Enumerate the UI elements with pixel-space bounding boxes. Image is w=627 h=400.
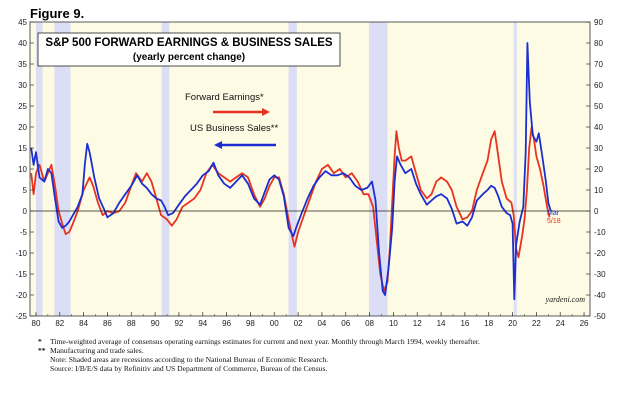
y-right-tick-label: -40 [594, 291, 606, 300]
recession-band [513, 22, 517, 316]
x-tick-label: 04 [317, 319, 326, 328]
x-tick-label: 18 [484, 319, 493, 328]
y-left-tick-label: 0 [23, 207, 28, 216]
annotation-5-18: 5/18 [547, 218, 561, 225]
recession-band [161, 22, 170, 316]
chart: 454035302520151050-5-10-15-20-2590807060… [15, 18, 606, 328]
footnote-2: ** Manufacturing and trade sales. [38, 346, 618, 355]
x-tick-label: 14 [437, 319, 446, 328]
footnote-marker [38, 355, 50, 364]
chart-subtitle: (yearly percent change) [133, 52, 245, 63]
axes: 454035302520151050-5-10-15-20-2590807060… [15, 18, 606, 328]
chart-title-box: S&P 500 FORWARD EARNINGS & BUSINESS SALE… [37, 32, 341, 67]
y-left-tick-label: 5 [23, 186, 28, 195]
footnote-4: Source: I/B/E/S data by Refinitiv and US… [38, 364, 618, 373]
y-right-tick-label: 90 [594, 18, 603, 27]
series-business-sales-line [30, 42, 552, 301]
x-tick-label: 16 [460, 319, 469, 328]
footnote-marker [38, 364, 50, 373]
y-right-tick-label: 30 [594, 144, 603, 153]
x-tick-label: 92 [174, 319, 183, 328]
footnote-marker: * [38, 337, 42, 346]
y-right-tick-label: 50 [594, 102, 603, 111]
legend-arrow-business-sales [214, 141, 222, 149]
x-tick-label: 26 [580, 319, 589, 328]
y-left-tick-label: 35 [18, 60, 27, 69]
x-tick-label: 20 [508, 319, 517, 328]
legend-label-business-sales: US Business Sales** [190, 123, 278, 134]
x-tick-label: 06 [341, 319, 350, 328]
y-right-tick-label: 40 [594, 123, 603, 132]
annotation-mar: Mar [547, 210, 560, 217]
y-left-tick-label: 45 [18, 18, 27, 27]
y-right-tick-label: 10 [594, 186, 603, 195]
footnotes: * Time-weighted average of consensus oper… [38, 337, 618, 373]
y-right-tick-label: 70 [594, 60, 603, 69]
footnote-marker: ** [38, 346, 46, 355]
x-tick-label: 22 [532, 319, 541, 328]
y-left-tick-label: -10 [15, 249, 27, 258]
x-tick-label: 12 [413, 319, 422, 328]
x-tick-label: 88 [127, 319, 136, 328]
recession-band [288, 22, 297, 316]
x-tick-label: 02 [294, 319, 303, 328]
y-right-tick-label: 60 [594, 81, 603, 90]
legend-arrow-forward-earnings [262, 108, 270, 116]
x-tick-label: 10 [389, 319, 398, 328]
legend: Forward Earnings* US Business Sales** [185, 92, 278, 149]
x-tick-label: 00 [270, 319, 279, 328]
y-left-tick-label: 30 [18, 81, 27, 90]
footnote-text: Time-weighted average of consensus opera… [50, 337, 480, 346]
footnote-text: Source: I/B/E/S data by Refinitiv and US… [50, 364, 328, 373]
footnote-text: Note: Shaded areas are recessions accord… [50, 355, 329, 364]
y-right-tick-label: -20 [594, 249, 606, 258]
y-left-tick-label: -15 [15, 270, 27, 279]
y-left-tick-label: 40 [18, 39, 27, 48]
x-tick-label: 96 [222, 319, 231, 328]
watermark: yardeni.com [545, 295, 586, 304]
y-right-tick-label: 20 [594, 165, 603, 174]
y-right-tick-label: -50 [594, 312, 606, 321]
y-right-tick-label: -10 [594, 228, 606, 237]
x-tick-label: 24 [556, 319, 565, 328]
y-right-tick-label: 0 [594, 207, 599, 216]
y-left-tick-label: 25 [18, 102, 27, 111]
x-tick-label: 94 [198, 319, 207, 328]
recession-band [54, 22, 71, 316]
x-tick-label: 90 [151, 319, 160, 328]
chart-title: S&P 500 FORWARD EARNINGS & BUSINESS SALE… [45, 37, 332, 49]
footnote-3: Note: Shaded areas are recessions accord… [38, 355, 618, 364]
x-tick-label: 84 [79, 319, 88, 328]
y-right-tick-label: 80 [594, 39, 603, 48]
plot-background [30, 22, 590, 316]
figure-label: Figure 9. [30, 6, 85, 21]
x-tick-label: 82 [55, 319, 64, 328]
footnote-1: * Time-weighted average of consensus oper… [38, 337, 618, 346]
y-left-tick-label: 10 [18, 165, 27, 174]
y-right-tick-label: -30 [594, 270, 606, 279]
y-left-tick-label: -25 [15, 312, 27, 321]
x-tick-label: 08 [365, 319, 374, 328]
x-tick-label: 80 [32, 319, 41, 328]
y-left-tick-label: 15 [18, 144, 27, 153]
legend-label-forward-earnings: Forward Earnings* [185, 92, 264, 103]
y-left-tick-label: -20 [15, 291, 27, 300]
title-box [37, 32, 341, 67]
footnote-text: Manufacturing and trade sales. [50, 346, 144, 355]
plot-area [30, 22, 590, 316]
x-tick-label: 98 [246, 319, 255, 328]
annotations: Mar 5/18 yardeni.com [545, 210, 586, 304]
y-left-tick-label: -5 [20, 228, 28, 237]
recession-band [368, 22, 388, 316]
x-tick-label: 86 [103, 319, 112, 328]
y-left-tick-label: 20 [18, 123, 27, 132]
